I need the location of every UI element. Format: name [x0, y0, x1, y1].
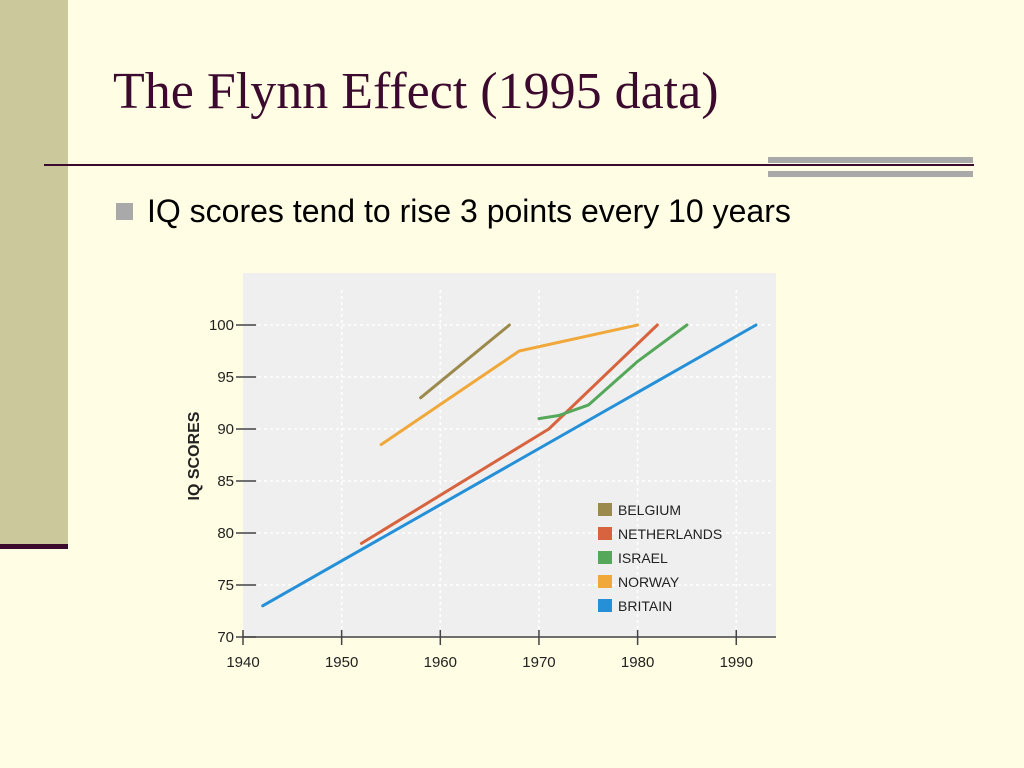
legend-swatch-britain	[598, 599, 612, 612]
x-tick-label: 1940	[226, 654, 259, 671]
sidebar-underline	[0, 544, 68, 549]
y-axis-label: IQ SCORES	[186, 411, 203, 500]
x-tick-label: 1970	[522, 654, 555, 671]
plot-area	[243, 273, 776, 638]
axes: 70 75 80 85 90 95 100 1940 1950 1960 1970 1980 1990	[209, 317, 776, 671]
grid-lines	[258, 290, 772, 637]
bullet-text: IQ scores tend to rise 3 points every 10…	[147, 193, 791, 229]
title-divider-accent	[768, 157, 973, 178]
bullet-item: IQ scores tend to rise 3 points every 10…	[116, 193, 791, 230]
legend-label-israel: ISRAEL	[618, 550, 668, 566]
sidebar-decoration	[0, 0, 68, 545]
x-tick-label: 1960	[424, 654, 457, 671]
series-line-israel	[537, 323, 689, 421]
y-tick-label: 95	[217, 369, 234, 386]
y-tick-label: 75	[217, 577, 234, 594]
title-divider	[44, 164, 974, 166]
legend-label-belgium: BELGIUM	[618, 502, 681, 518]
y-tick-label: 80	[217, 525, 234, 542]
x-tick-label: 1980	[621, 654, 654, 671]
y-tick-label: 100	[209, 317, 234, 334]
legend-label-britain: BRITAIN	[618, 598, 672, 614]
legend-swatch-netherlands	[598, 527, 612, 540]
y-tick-label: 85	[217, 473, 234, 490]
series-line-belgium	[419, 323, 511, 400]
x-tick-label: 1950	[325, 654, 358, 671]
series-line-netherlands	[359, 323, 659, 545]
legend-swatch-israel	[598, 551, 612, 564]
series-line-britain	[261, 323, 758, 608]
series-line-norway	[379, 323, 640, 447]
y-tick-label: 90	[217, 421, 234, 438]
legend: BELGIUM NETHERLANDS ISRAEL NORWAY BRITAIN	[598, 502, 722, 614]
x-tick-label: 1990	[720, 654, 753, 671]
legend-label-norway: NORWAY	[618, 574, 680, 590]
slide-title: The Flynn Effect (1995 data)	[113, 63, 719, 120]
legend-label-netherlands: NETHERLANDS	[618, 526, 722, 542]
bullet-square-icon	[116, 203, 133, 220]
legend-swatch-norway	[598, 575, 612, 588]
series-lines	[261, 323, 758, 608]
y-tick-label: 70	[217, 629, 234, 646]
legend-swatch-belgium	[598, 503, 612, 516]
